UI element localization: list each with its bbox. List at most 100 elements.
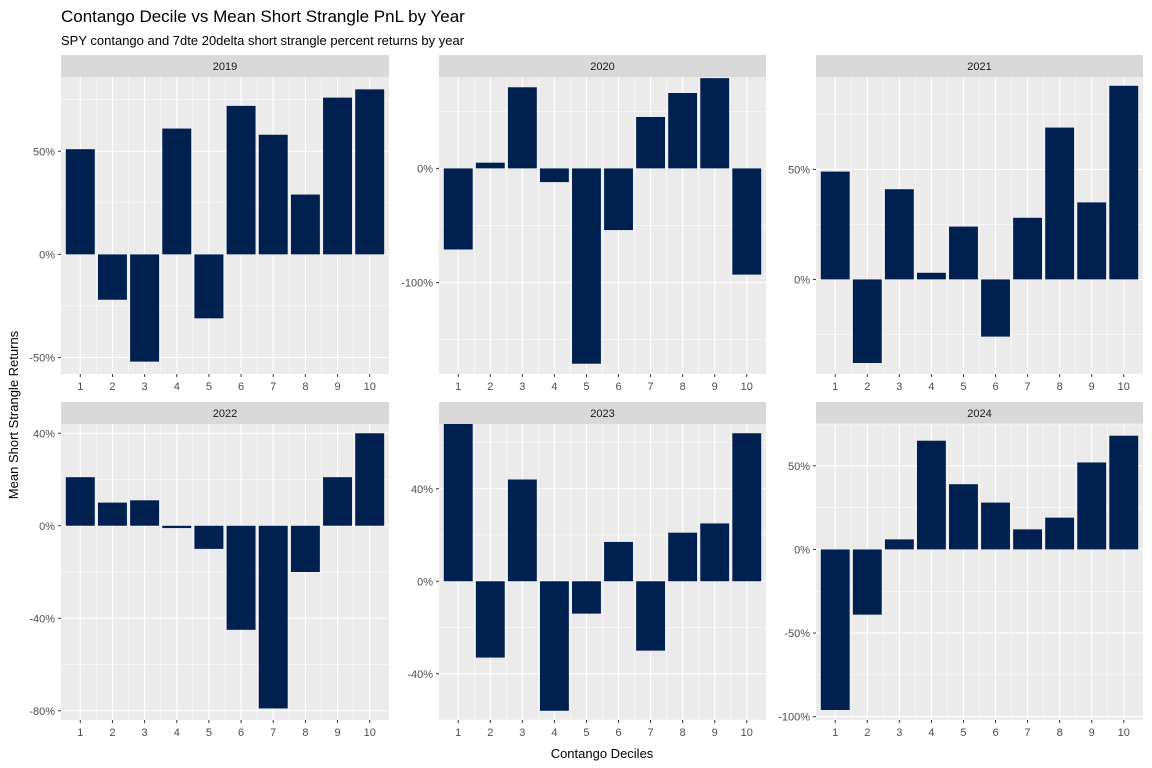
x-tick-label: 8 xyxy=(302,727,308,739)
x-tick-label: 10 xyxy=(741,381,753,393)
bar-2019-decile-2 xyxy=(97,254,127,300)
x-tick-label: 10 xyxy=(1118,381,1130,393)
bar-2022-decile-5 xyxy=(194,525,224,549)
bar-2021-decile-4 xyxy=(916,272,946,280)
x-tick-label: 6 xyxy=(992,381,998,393)
bar-2024-decile-9 xyxy=(1077,462,1107,550)
x-tick-label: 8 xyxy=(680,381,686,393)
bar-2021-decile-2 xyxy=(852,279,882,363)
x-tick-label: 9 xyxy=(1089,381,1095,393)
bar-2019-decile-6 xyxy=(226,105,256,255)
bar-2023-decile-2 xyxy=(475,581,505,658)
facet-panel-2023: 2023 -40% 0% 40% 1 2 3 4 5 6 7 8 9 10 xyxy=(407,402,766,739)
bar-2020-decile-1 xyxy=(443,168,473,250)
x-tick-label: 5 xyxy=(583,381,589,393)
y-tick-label: -40% xyxy=(29,613,55,625)
x-tick-label: 4 xyxy=(174,727,180,739)
x-tick-label: 6 xyxy=(615,727,621,739)
bar-2019-decile-10 xyxy=(355,89,385,255)
bar-2022-decile-8 xyxy=(290,525,320,572)
bar-2021-decile-3 xyxy=(884,189,914,280)
facet-strip xyxy=(816,55,1143,77)
x-tick-label: 4 xyxy=(174,381,180,393)
facet-panel-2024: 2024 -100% -50% 0% 50% 1 2 3 4 5 6 7 8 9 10 xyxy=(778,402,1143,739)
x-tick-label: 4 xyxy=(551,727,557,739)
x-tick-label: 10 xyxy=(741,727,753,739)
x-tick-label: 3 xyxy=(142,727,148,739)
bar-2019-decile-8 xyxy=(290,194,320,255)
facet-strip-label: 2023 xyxy=(590,408,614,420)
y-tick-label: 40% xyxy=(33,428,55,440)
y-tick-label: -50% xyxy=(784,628,810,640)
x-tick-label: 9 xyxy=(1089,727,1095,739)
bar-2022-decile-9 xyxy=(323,477,353,526)
y-tick-label: 0% xyxy=(794,274,810,286)
x-tick-label: 5 xyxy=(960,381,966,393)
x-tick-label: 1 xyxy=(77,381,83,393)
y-tick-label: 0% xyxy=(39,249,55,261)
facet-strip xyxy=(61,402,389,424)
bar-2023-decile-3 xyxy=(507,479,537,582)
x-tick-label: 7 xyxy=(1025,727,1031,739)
bar-2024-decile-7 xyxy=(1013,529,1043,550)
bar-2023-decile-7 xyxy=(636,581,666,651)
x-tick-label: 6 xyxy=(238,727,244,739)
x-tick-label: 7 xyxy=(648,381,654,393)
bar-2020-decile-3 xyxy=(507,87,537,169)
x-tick-label: 8 xyxy=(680,727,686,739)
facet-strip xyxy=(439,402,766,424)
bar-2021-decile-7 xyxy=(1013,217,1043,280)
facet-strip-label: 2019 xyxy=(213,61,237,73)
facet-strip-label: 2022 xyxy=(213,408,237,420)
bar-2022-decile-4 xyxy=(162,525,192,529)
bar-2024-decile-4 xyxy=(916,440,946,550)
x-tick-label: 1 xyxy=(832,381,838,393)
facet-panel-2020: 2020 -100% 0% 1 2 3 4 5 6 7 8 9 10 xyxy=(401,55,766,393)
bar-2022-decile-7 xyxy=(258,525,288,709)
x-tick-label: 7 xyxy=(648,727,654,739)
facet-strip-label: 2024 xyxy=(967,408,991,420)
facet-strip xyxy=(61,55,389,77)
y-tick-label: 40% xyxy=(411,484,433,496)
bar-2021-decile-10 xyxy=(1109,85,1139,280)
x-tick-label: 8 xyxy=(1057,727,1063,739)
y-tick-label: -50% xyxy=(29,353,55,365)
bar-2023-decile-5 xyxy=(572,581,601,614)
bar-2020-decile-10 xyxy=(732,168,762,275)
y-tick-label: -100% xyxy=(778,712,810,724)
bar-2020-decile-7 xyxy=(636,116,666,169)
bar-2023-decile-9 xyxy=(700,523,730,582)
bar-2022-decile-1 xyxy=(65,477,95,526)
bar-2022-decile-10 xyxy=(355,433,385,526)
x-tick-label: 10 xyxy=(364,381,376,393)
facet-panel-2022: 2022 -80% -40% 0% 40% 1 2 3 4 5 6 7 8 9 10 xyxy=(29,402,389,739)
x-tick-label: 10 xyxy=(1118,727,1130,739)
x-tick-label: 6 xyxy=(992,727,998,739)
x-tick-label: 3 xyxy=(142,381,148,393)
x-tick-label: 3 xyxy=(519,381,525,393)
bar-2020-decile-6 xyxy=(604,168,633,231)
x-tick-label: 4 xyxy=(551,381,557,393)
x-tick-label: 5 xyxy=(206,381,212,393)
bar-2021-decile-1 xyxy=(820,171,850,280)
x-tick-label: 1 xyxy=(832,727,838,739)
x-tick-label: 1 xyxy=(77,727,83,739)
x-tick-label: 7 xyxy=(270,381,276,393)
facet-panel-2019: 2019 -50% 0% 50% 1 2 3 4 5 6 7 8 9 10 xyxy=(29,55,389,393)
x-tick-label: 3 xyxy=(896,381,902,393)
y-tick-label: 50% xyxy=(788,164,810,176)
bar-2024-decile-5 xyxy=(949,484,978,550)
facet-strip xyxy=(439,55,766,77)
y-tick-label: -80% xyxy=(29,706,55,718)
x-tick-label: 5 xyxy=(206,727,212,739)
bar-2019-decile-5 xyxy=(194,254,224,319)
chart-title: Contango Decile vs Mean Short Strangle P… xyxy=(61,7,465,26)
x-tick-label: 5 xyxy=(583,727,589,739)
bar-2019-decile-4 xyxy=(162,128,192,255)
y-tick-label: 50% xyxy=(788,461,810,473)
bar-2020-decile-5 xyxy=(572,168,601,364)
x-tick-label: 1 xyxy=(455,381,461,393)
x-tick-label: 9 xyxy=(712,381,718,393)
bar-2023-decile-1 xyxy=(443,424,473,582)
